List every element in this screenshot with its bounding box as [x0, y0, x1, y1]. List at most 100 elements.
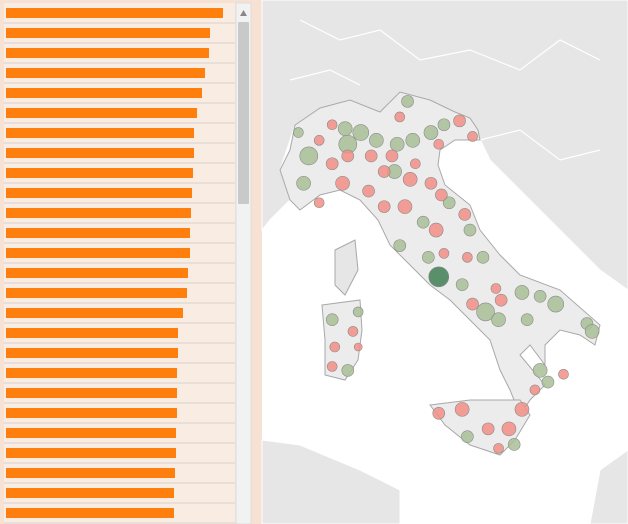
bar	[6, 328, 178, 338]
bubble	[532, 363, 548, 378]
bubble	[584, 324, 600, 339]
greece	[589, 449, 628, 524]
map-panel	[261, 0, 628, 524]
bar	[6, 228, 190, 238]
bubble	[433, 138, 445, 150]
bar	[6, 248, 190, 258]
bubble	[341, 364, 355, 377]
bar	[6, 288, 187, 298]
bubble	[520, 313, 534, 327]
bubble	[437, 118, 451, 132]
bubble	[347, 326, 359, 337]
bubble	[476, 302, 495, 322]
bubble	[397, 199, 413, 214]
bubble	[541, 375, 555, 389]
bar	[6, 148, 194, 158]
bar	[6, 168, 193, 178]
bubble	[438, 248, 450, 259]
bubble	[558, 368, 569, 380]
bar	[6, 368, 177, 378]
bubble	[458, 208, 472, 221]
bubble	[547, 295, 565, 313]
bubble	[454, 402, 470, 417]
borders	[289, 19, 601, 161]
bar	[6, 488, 174, 498]
bubble	[416, 215, 430, 229]
bubble	[428, 266, 450, 288]
bubble	[299, 146, 319, 166]
corsica	[334, 239, 359, 296]
bubble	[428, 222, 444, 238]
bubble	[453, 114, 466, 128]
bubble	[490, 283, 502, 294]
bubble	[353, 342, 363, 352]
bar	[6, 8, 223, 18]
bubble	[455, 278, 469, 291]
bar	[6, 308, 183, 318]
bubble	[514, 402, 530, 417]
bubble	[410, 158, 421, 170]
bubble	[423, 125, 439, 140]
bar	[6, 388, 177, 398]
bubble	[326, 361, 338, 372]
bubble	[325, 157, 339, 171]
bar	[6, 448, 176, 458]
bar	[6, 508, 174, 518]
bubble	[401, 95, 414, 108]
bubble	[529, 384, 541, 396]
bubble	[377, 165, 391, 178]
bubble	[341, 149, 355, 163]
bubble	[362, 184, 375, 198]
bubble	[461, 430, 474, 443]
bar	[6, 188, 192, 198]
bubble	[313, 197, 325, 209]
bubble	[476, 251, 490, 264]
bar	[6, 68, 205, 78]
bar	[6, 128, 194, 138]
row-lines	[4, 22, 235, 524]
bubble	[393, 239, 407, 252]
bubble	[507, 438, 521, 451]
bar	[6, 408, 177, 418]
bubble	[337, 121, 353, 136]
bar	[6, 208, 191, 218]
africa	[261, 439, 401, 524]
bar	[6, 268, 188, 278]
bubble	[352, 124, 370, 141]
bubble	[313, 135, 325, 146]
bubble	[385, 149, 399, 163]
bubble	[432, 406, 446, 420]
scroll-up-arrow[interactable]	[240, 10, 247, 16]
bar	[6, 428, 176, 438]
bubble	[329, 341, 341, 353]
bubble	[402, 172, 418, 187]
bubble	[514, 285, 530, 300]
bar	[6, 108, 197, 118]
bubble	[369, 133, 384, 148]
bubble	[501, 421, 517, 437]
bubble	[377, 200, 391, 213]
bubble	[335, 175, 350, 191]
bubble	[481, 422, 495, 436]
bubble	[424, 176, 438, 190]
bubble	[466, 297, 479, 311]
bar	[6, 28, 210, 38]
bubble	[467, 131, 478, 142]
bar	[6, 468, 175, 478]
bubble	[494, 293, 508, 307]
scrollbar-thumb[interactable]	[238, 22, 249, 204]
bubble	[325, 313, 339, 327]
bar	[6, 348, 178, 358]
bubble	[462, 252, 473, 263]
bar	[6, 88, 202, 98]
bubble	[491, 312, 506, 328]
bubble	[394, 111, 406, 123]
bubble	[422, 251, 435, 264]
bubble	[405, 133, 421, 148]
bubble	[389, 136, 405, 152]
bubble	[293, 127, 304, 138]
bubble	[296, 175, 311, 191]
bubble	[493, 443, 504, 454]
